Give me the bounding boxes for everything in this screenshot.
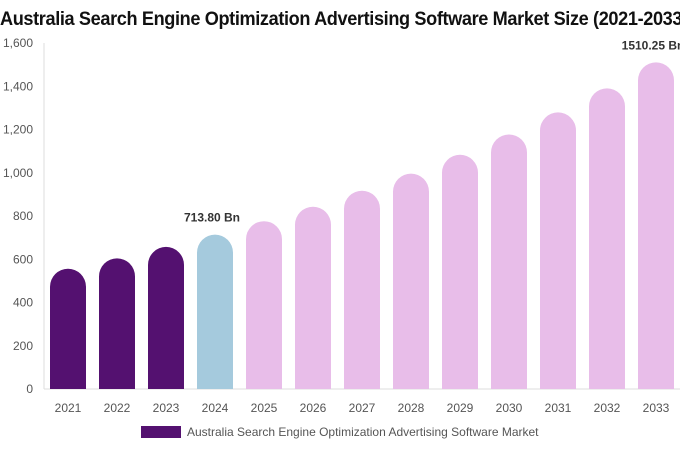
x-tick-label: 2026 — [300, 401, 327, 415]
bar-2032 — [589, 88, 625, 389]
y-tick-label: 800 — [13, 209, 33, 223]
y-tick-label: 1,600 — [3, 36, 33, 50]
bar-2021 — [50, 268, 86, 389]
x-tick-label: 2032 — [594, 401, 621, 415]
bar-2022 — [99, 258, 135, 389]
legend: Australia Search Engine Optimization Adv… — [141, 425, 539, 439]
bar-2033 — [638, 62, 674, 389]
bar-2031 — [540, 112, 576, 389]
y-tick-label: 1,000 — [3, 166, 33, 180]
legend-label: Australia Search Engine Optimization Adv… — [187, 425, 539, 439]
y-tick-label: 1,200 — [3, 123, 33, 137]
bar-2027 — [344, 190, 380, 389]
y-tick-label: 0 — [26, 382, 33, 396]
x-tick-label: 2025 — [251, 401, 278, 415]
bar-2026 — [295, 206, 331, 389]
chart-title: Australia Search Engine Optimization Adv… — [0, 8, 680, 30]
y-tick-label: 1,400 — [3, 79, 33, 93]
x-tick-label: 2028 — [398, 401, 425, 415]
x-tick-label: 2030 — [496, 401, 523, 415]
x-tick-label: 2023 — [153, 401, 180, 415]
x-tick-label: 2024 — [202, 401, 229, 415]
x-tick-label: 2022 — [104, 401, 131, 415]
data-label: 1510.25 Bn — [622, 38, 680, 52]
bar-2030 — [491, 134, 527, 389]
bar-2024 — [197, 234, 233, 389]
x-tick-label: 2021 — [55, 401, 82, 415]
bar-2025 — [246, 221, 282, 389]
data-label: 713.80 Bn — [184, 211, 240, 225]
x-tick-label: 2029 — [447, 401, 474, 415]
y-tick-label: 400 — [13, 296, 33, 310]
bar-2028 — [393, 173, 429, 389]
x-tick-label: 2031 — [545, 401, 572, 415]
bar-2029 — [442, 154, 478, 389]
legend-swatch — [141, 426, 181, 438]
bar-2023 — [148, 246, 184, 389]
y-tick-label: 600 — [13, 252, 33, 266]
x-tick-label: 2027 — [349, 401, 376, 415]
y-tick-label: 200 — [13, 339, 33, 353]
x-tick-label: 2033 — [643, 401, 670, 415]
